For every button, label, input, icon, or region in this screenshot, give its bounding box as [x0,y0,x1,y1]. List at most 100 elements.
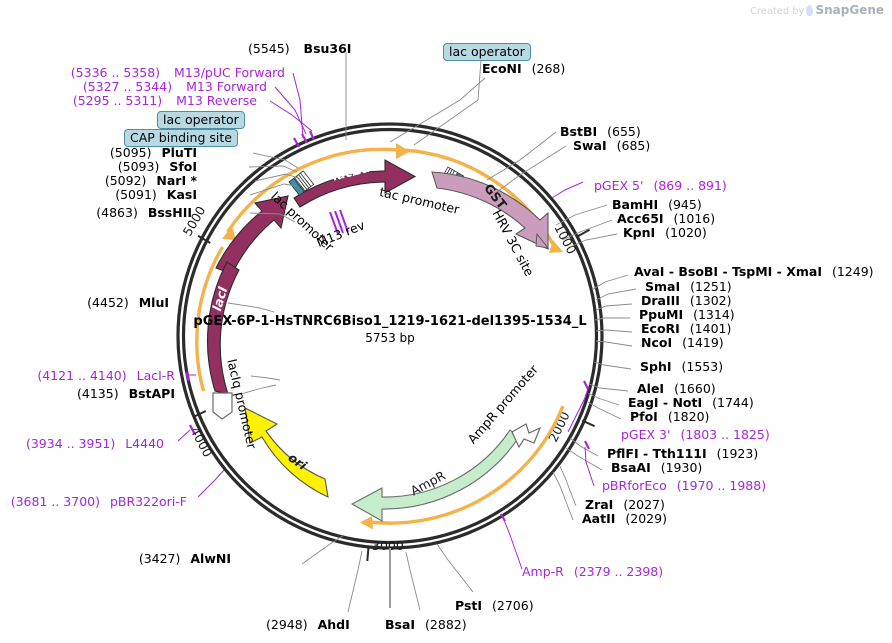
primer-name: pBR322ori-F [109,494,187,509]
primer-label-l4440[interactable]: (3934 .. 3951) L4440 [0,437,164,451]
site-position: (1923) [716,446,759,461]
site-name: SfoI [169,159,197,174]
site-label-sfoi[interactable]: (5093) SfoI [0,159,197,174]
site-label-swai[interactable]: SwaI (685) [573,139,650,153]
primer-label-m13-forward[interactable]: (5327 .. 5344) M13 Forward [0,79,267,94]
primer-label-m13puc-forward[interactable]: (5336 .. 5358) M13/pUC Forward [0,65,285,80]
site-name: AhdI [317,617,350,632]
site-label-bamhi[interactable]: BamHI (945) [612,197,702,212]
feature-box-lac-operator-left[interactable]: lac operator [157,111,245,130]
site-label-draiii[interactable]: DraIII (1302) [641,294,732,308]
primer-name: pGEX 3' [621,427,671,442]
site-label-mlui[interactable]: (4452) MluI [0,295,169,310]
site-label-bsshii[interactable]: (4863) BssHII [0,205,192,220]
site-name: BstBI [560,124,598,139]
site-name: KasI [166,187,197,202]
site-name: NcoI [641,335,673,350]
site-label-ncoi[interactable]: NcoI (1419) [641,335,724,350]
site-label-bsaai[interactable]: BsaAI (1930) [611,460,703,475]
site-position: (1016) [673,211,716,226]
site-label-ahdi[interactable]: (2948) AhdI [266,617,350,632]
site-position: (1314) [693,307,735,322]
site-label-kpni[interactable]: KpnI (1020) [623,225,707,240]
site-position: (1930) [660,460,703,475]
primer-label-laci-r[interactable]: (4121 .. 4140) LacI-R [0,368,175,383]
snapgene-watermark: Created by SnapGene [750,3,884,17]
primer-position: (869 .. 891) [653,178,727,193]
svg-text:3000: 3000 [372,538,404,553]
site-name: KpnI [623,225,656,240]
primer-label-pgex-5prime[interactable]: pGEX 5' (869 .. 891) [594,178,727,193]
site-name: MluI [138,295,169,310]
site-label-sphi[interactable]: SphI (1553) [640,360,723,374]
site-position: (1251) [690,279,732,294]
site-position: (2882) [425,617,467,632]
primer-name: M13 Forward [186,79,267,94]
leader-lines-primer [177,72,595,570]
site-name: BamHI [612,197,659,212]
site-position: (5091) [115,187,157,202]
primer-label-pbr322ori-f[interactable]: (3681 .. 3700) pBR322ori-F [0,494,187,509]
site-label-pluti[interactable]: (5095) PluTI [0,145,197,160]
site-label-nari[interactable]: (5092) NarI * [0,174,197,188]
site-position: (2027) [623,497,665,512]
site-name: BstAPI [128,386,175,401]
feature-box-cap-binding-site[interactable]: CAP binding site [124,129,238,148]
site-name: AlwNI [190,551,231,566]
backbone-ticks [192,228,596,562]
site-name: Bsu36I [303,41,352,56]
feature-AmpR: AmpR [350,423,542,522]
site-label-acc65i[interactable]: Acc65I (1016) [617,211,716,226]
site-label-psti[interactable]: PstI (2706) [455,598,534,613]
site-label-zrai[interactable]: ZraI (2027) [585,497,665,512]
site-label-econi[interactable]: EcoNI (268) [482,61,566,76]
snapgene-logo-icon [806,5,814,16]
primer-label-pgex-3prime[interactable]: pGEX 3' (1803 .. 1825) [621,427,770,442]
site-name: SmaI [645,279,681,294]
primer-name: M13 Reverse [176,93,257,108]
primer-ticks [184,130,590,522]
site-position: (3427) [138,551,181,566]
site-position: (2706) [492,598,534,613]
primer-position: (5327 .. 5344) [82,79,173,94]
site-label-pfoi[interactable]: PfoI (1820) [630,410,709,424]
svg-text:lacI: lacI [209,284,230,312]
site-name: ZraI [585,497,614,512]
primer-label-amp-r[interactable]: Amp-R (2379 .. 2398) [522,565,663,579]
watermark-prefix: Created by [750,6,805,17]
site-label-smai[interactable]: SmaI (1251) [645,279,732,294]
primer-position: (4121 .. 4140) [37,368,127,383]
orf-arrowheads [222,143,563,530]
site-label-alwni[interactable]: (3427) AlwNI [0,551,231,566]
primer-label-m13-reverse[interactable]: (5295 .. 5311) M13 Reverse [0,93,257,108]
site-name: EcoNI [482,61,522,76]
site-position: (5095) [109,145,152,160]
site-label-aatii[interactable]: AatII (2029) [582,512,667,526]
site-position: (5545) [248,41,290,56]
site-position: (1020) [665,225,707,240]
site-position: (945) [668,197,702,212]
site-label-pflfi-tth111i[interactable]: PflFI - Tth111I (1923) [607,446,759,461]
site-label-kasi[interactable]: (5091) KasI [0,187,197,202]
site-label-bsu36i[interactable]: (5545) Bsu36I [248,41,352,56]
site-name: AleI [637,381,665,396]
site-position: (4452) [87,295,129,310]
feature-lacZalpha: lacZα [293,159,417,208]
primer-label-pbrforeco[interactable]: pBRforEco (1970 .. 1988) [602,479,766,493]
site-label-ppumi[interactable]: PpuMI (1314) [639,307,735,322]
site-position: (1660) [674,381,716,396]
site-position: (4135) [77,386,119,401]
primer-name: M13/pUC Forward [174,65,285,80]
feature-box-lac-operator-top[interactable]: lac operator [443,43,531,62]
site-label-avai-bsobi-tspmi-xmai[interactable]: AvaI - BsoBI - TspMI - XmaI (1249) [634,265,874,279]
site-label-eagi-noti[interactable]: EagI - NotI (1744) [628,396,754,410]
site-position: (4863) [96,205,138,220]
site-position: (268) [531,61,566,76]
site-position: (1419) [682,335,724,350]
site-label-bsai[interactable]: BsaI (2882) [385,617,467,632]
primer-position: (5336 .. 5358) [70,65,161,80]
site-label-ecori[interactable]: EcoRI (1401) [641,322,731,336]
site-label-alei[interactable]: AleI (1660) [637,381,716,396]
site-label-bstapi[interactable]: (4135) BstAPI [0,386,175,401]
site-label-bstbi[interactable]: BstBI (655) [560,124,641,139]
